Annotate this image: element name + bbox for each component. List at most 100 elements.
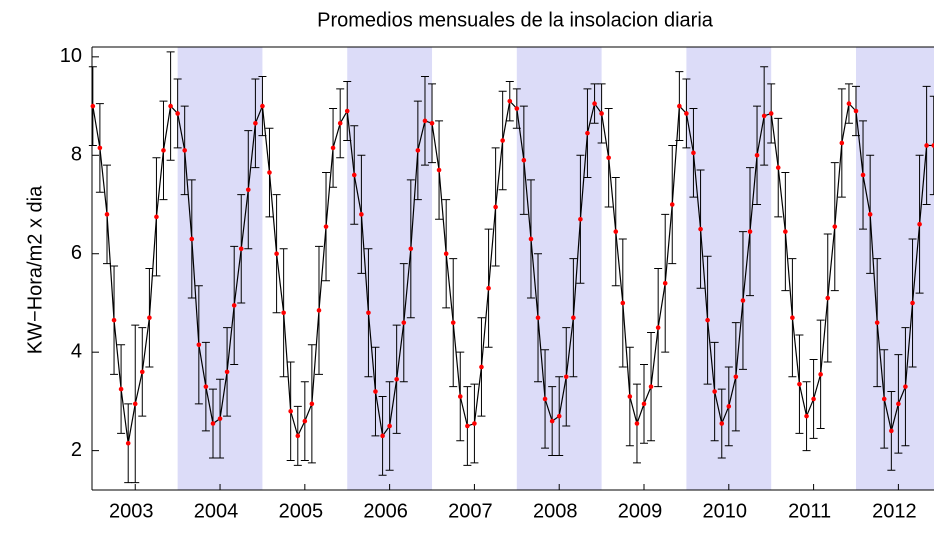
data-point bbox=[896, 401, 901, 407]
data-point bbox=[507, 98, 513, 104]
x-tick-label: 2010 bbox=[703, 500, 748, 522]
y-tick-label: 4 bbox=[71, 340, 82, 362]
data-point bbox=[874, 320, 880, 325]
data-point bbox=[747, 229, 753, 234]
data-point bbox=[139, 369, 145, 375]
data-point bbox=[783, 229, 788, 234]
data-point bbox=[147, 315, 152, 321]
data-point bbox=[832, 224, 838, 229]
data-point bbox=[351, 172, 357, 178]
chart-title: Promedios mensuales de la insolacion dia… bbox=[317, 9, 714, 31]
data-point bbox=[549, 418, 555, 424]
data-point bbox=[542, 396, 548, 402]
data-point bbox=[811, 396, 816, 402]
data-point bbox=[931, 143, 934, 148]
data-point bbox=[514, 106, 520, 111]
data-point bbox=[323, 224, 329, 229]
data-point bbox=[344, 108, 350, 114]
data-point bbox=[910, 300, 915, 306]
data-point bbox=[111, 317, 117, 323]
data-point bbox=[224, 369, 230, 375]
data-point bbox=[196, 342, 202, 348]
data-point bbox=[761, 113, 767, 119]
data-point bbox=[210, 421, 216, 426]
data-point bbox=[125, 440, 131, 446]
data-point bbox=[288, 408, 293, 414]
data-point bbox=[790, 315, 795, 321]
data-point bbox=[535, 315, 541, 321]
data-point bbox=[436, 167, 442, 173]
data-point bbox=[380, 433, 385, 439]
data-point bbox=[457, 394, 463, 399]
data-point bbox=[578, 216, 583, 222]
data-point bbox=[881, 396, 887, 402]
data-point bbox=[606, 155, 611, 161]
y-tick-label: 8 bbox=[71, 144, 82, 166]
data-point bbox=[677, 103, 682, 109]
data-point bbox=[500, 138, 505, 143]
data-point bbox=[775, 165, 781, 170]
data-point bbox=[903, 384, 908, 389]
data-point bbox=[245, 187, 251, 193]
data-point bbox=[563, 374, 569, 380]
data-point bbox=[627, 394, 633, 399]
data-point bbox=[295, 433, 301, 439]
data-point bbox=[394, 376, 399, 382]
data-point bbox=[267, 170, 272, 175]
data-point bbox=[373, 389, 378, 394]
data-point bbox=[698, 226, 703, 232]
data-point bbox=[655, 325, 661, 330]
data-point bbox=[175, 111, 180, 116]
data-point bbox=[429, 120, 435, 126]
data-line bbox=[92, 99, 934, 444]
data-point bbox=[669, 202, 675, 207]
data-point bbox=[309, 401, 315, 407]
data-point bbox=[253, 120, 258, 126]
data-point bbox=[154, 214, 159, 220]
data-point bbox=[479, 364, 484, 370]
data-point bbox=[846, 101, 852, 106]
data-point bbox=[217, 416, 223, 421]
data-point bbox=[592, 101, 597, 106]
x-tick-label: 2004 bbox=[194, 500, 239, 522]
data-point bbox=[260, 103, 265, 109]
data-point bbox=[613, 229, 619, 234]
data-point bbox=[521, 157, 527, 163]
data-point bbox=[90, 103, 96, 109]
data-point bbox=[422, 118, 428, 124]
data-point bbox=[104, 212, 110, 217]
data-point bbox=[408, 246, 414, 252]
data-point bbox=[719, 421, 725, 426]
data-point bbox=[860, 172, 866, 178]
x-tick-label: 2009 bbox=[618, 500, 663, 522]
data-point bbox=[359, 212, 364, 217]
data-point bbox=[740, 298, 746, 303]
x-tick-label: 2008 bbox=[533, 500, 578, 522]
data-point bbox=[132, 401, 138, 407]
data-point bbox=[712, 389, 717, 394]
data-point bbox=[754, 152, 760, 158]
data-point bbox=[189, 236, 195, 242]
data-point bbox=[161, 148, 166, 153]
data-point bbox=[804, 413, 809, 419]
data-point bbox=[182, 148, 187, 153]
data-point bbox=[684, 111, 689, 116]
data-point bbox=[528, 236, 534, 242]
x-tick-label: 2006 bbox=[363, 500, 408, 522]
y-tick-label: 2 bbox=[71, 439, 82, 461]
data-point bbox=[486, 285, 491, 291]
data-point bbox=[366, 310, 371, 316]
data-point bbox=[853, 108, 859, 114]
data-point bbox=[917, 221, 922, 227]
data-point bbox=[924, 143, 929, 148]
data-point bbox=[691, 150, 696, 156]
data-point bbox=[585, 130, 590, 136]
data-point bbox=[330, 145, 336, 151]
data-point bbox=[648, 384, 654, 389]
data-point bbox=[556, 413, 562, 419]
data-point bbox=[768, 111, 774, 116]
x-tick-label: 2012 bbox=[872, 500, 917, 522]
x-tick-label: 2003 bbox=[109, 500, 154, 522]
